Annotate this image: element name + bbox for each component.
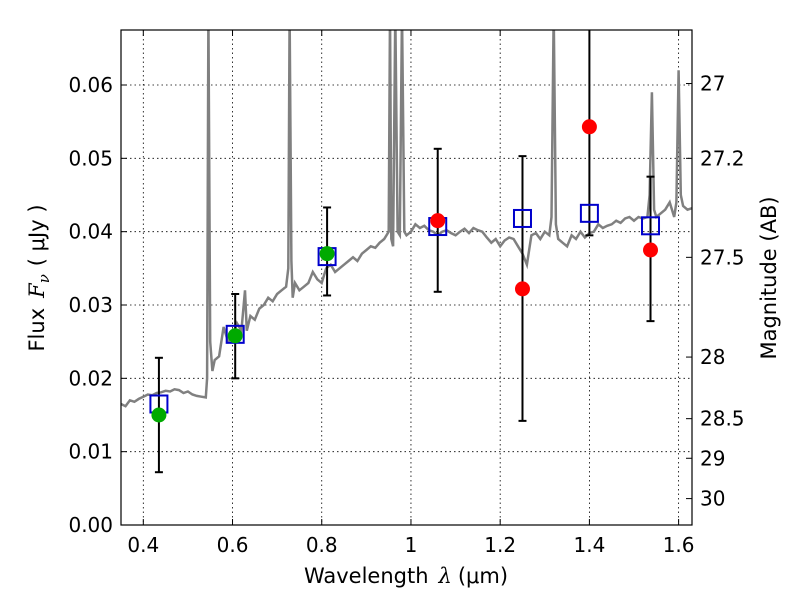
right-tick-label: 27.5 — [700, 245, 745, 269]
y-tick-label: 0.04 — [68, 220, 113, 244]
ticks — [121, 30, 692, 526]
observed-point — [643, 242, 659, 258]
x-tick-label: 1.2 — [484, 533, 516, 557]
observed-point — [430, 213, 446, 229]
right-tick-label: 29 — [700, 446, 725, 470]
right-tick-label: 30 — [700, 487, 725, 511]
right-tick-labels: 27 27.2 27.5 28 28.5 29 30 — [700, 72, 745, 511]
spectrum-line — [121, 30, 692, 408]
y-axis-label: FluxFν( μJy ) — [25, 204, 53, 351]
right-axis-label: Magnitude (AB) — [757, 196, 781, 359]
x-tick-label: 1 — [405, 533, 418, 557]
observed-point — [581, 119, 597, 135]
y-tick-label: 0.03 — [68, 293, 113, 317]
x-tick-label: 1.4 — [573, 533, 605, 557]
right-tick-label: 28.5 — [700, 407, 745, 431]
observed-point — [227, 328, 243, 344]
x-tick-label: 0.6 — [217, 533, 249, 557]
y-tick-label: 0.00 — [68, 513, 113, 537]
y-tick-label: 0.06 — [68, 73, 113, 97]
y-tick-label: 0.05 — [68, 146, 113, 170]
observed-point — [319, 246, 335, 262]
plot-background — [121, 30, 692, 525]
y-tick-label: 0.01 — [68, 440, 113, 464]
right-tick-label: 28 — [700, 345, 725, 369]
model-square — [579, 203, 599, 223]
x-tick-label: 0.4 — [127, 533, 159, 557]
observed-point — [514, 281, 530, 297]
x-tick-label: 1.6 — [663, 533, 695, 557]
model-square — [512, 208, 532, 228]
y-tick-label: 0.02 — [68, 366, 113, 390]
plot-area — [121, 30, 692, 474]
grid — [121, 30, 692, 526]
observed-points — [151, 119, 659, 423]
x-axis-label: Wavelength λ (μm) — [304, 564, 508, 588]
x-tick-label: 0.8 — [306, 533, 338, 557]
plot-frame — [120, 29, 693, 526]
right-tick-label: 27.2 — [700, 146, 745, 170]
x-tick-labels: 0.4 0.6 0.8 1 1.2 1.4 1.6 — [127, 533, 694, 557]
observed-point — [151, 407, 167, 423]
y-tick-labels: 0.00 0.01 0.02 0.03 0.04 0.05 0.06 — [68, 73, 113, 537]
model-square — [641, 216, 661, 236]
right-tick-label: 27 — [700, 72, 725, 96]
